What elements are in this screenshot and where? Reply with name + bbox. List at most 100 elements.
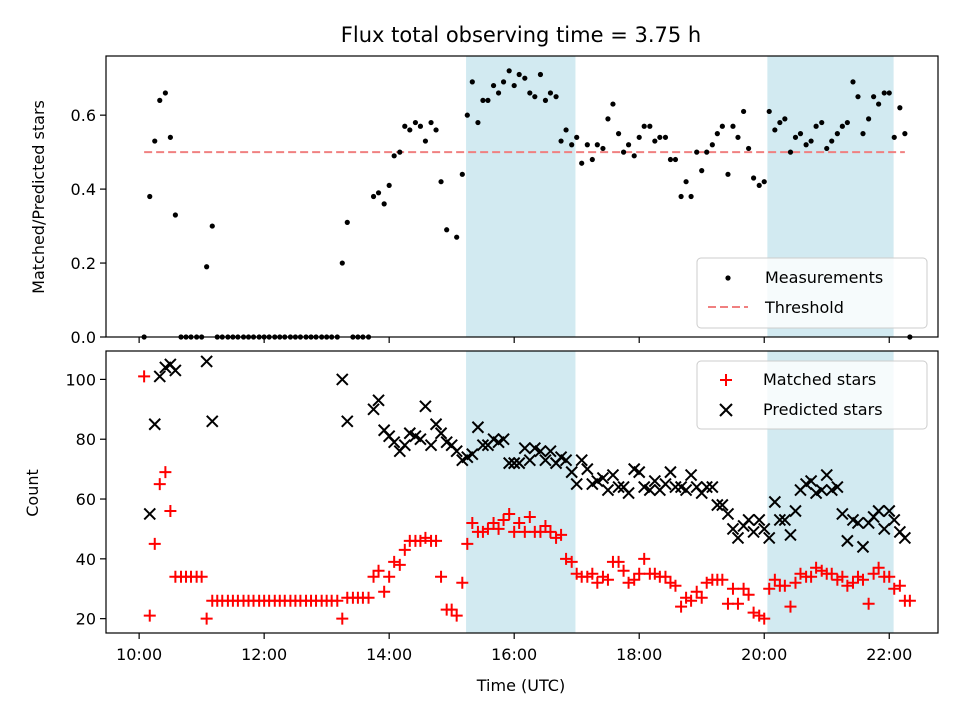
matched-point [825, 567, 838, 580]
measurement-point [469, 79, 475, 85]
matched-point [763, 582, 776, 595]
matched-point [841, 579, 854, 592]
matched-point [560, 552, 573, 565]
matched-point [888, 582, 901, 595]
predicted-point [601, 483, 615, 497]
bottom-y-tick-label: 60 [76, 490, 96, 509]
measurement-point [375, 190, 382, 196]
measurement-point [891, 134, 897, 140]
measurement-point [636, 134, 642, 140]
measurement-point [589, 156, 595, 163]
measurement-point [787, 149, 794, 155]
measurement-point [537, 71, 544, 78]
matched-point [466, 516, 479, 529]
matched-point [675, 600, 688, 613]
measurement-point [897, 105, 903, 111]
matched-point [153, 478, 166, 491]
predicted-point [815, 483, 828, 497]
top-x-ticks [138, 337, 890, 343]
predicted-point [387, 436, 401, 449]
measurement-point [204, 264, 210, 270]
matched-point [794, 567, 807, 580]
matched-point [893, 579, 906, 592]
measurement-point [370, 193, 377, 200]
matched-point [487, 516, 500, 529]
measurement-point [699, 168, 705, 174]
measurement-point [782, 116, 788, 122]
legend-threshold-label: Threshold [764, 298, 844, 317]
matched-point [617, 564, 630, 577]
bottom-x-axis-label: Time (UTC) [476, 676, 565, 695]
predicted-point [398, 438, 412, 452]
bottom-y-tick-label: 100 [65, 370, 96, 389]
bottom-y-axis-label: Count [23, 469, 42, 517]
matched-point [367, 570, 380, 583]
measurement-point [761, 179, 767, 185]
measurement-point [740, 108, 747, 115]
matched-point [550, 531, 563, 544]
predicted-point [507, 456, 521, 470]
predicted-point [747, 525, 760, 539]
predicted-point [643, 483, 657, 497]
measurement-point [563, 127, 569, 133]
predicted-point [336, 373, 349, 386]
predicted-point [570, 477, 583, 491]
matched-point [336, 612, 349, 625]
measurement-point [157, 97, 163, 103]
predicted-point [706, 480, 719, 494]
measurement-point [422, 138, 429, 144]
matched-point [903, 594, 916, 607]
measurement-point [152, 138, 158, 144]
measurement-point [147, 193, 153, 200]
bottom-y-tick-label: 20 [76, 610, 96, 629]
matched-point [331, 594, 344, 607]
bottom-x-tick-label: 14:00 [366, 645, 412, 664]
matched-point [586, 567, 599, 580]
matched-point [685, 594, 698, 607]
measurement-point [594, 142, 600, 148]
predicted-point [898, 531, 912, 545]
matched-point [164, 504, 177, 517]
matched-point [596, 570, 609, 583]
measurement-point [620, 149, 627, 155]
bottom-legend-box [696, 360, 928, 430]
predicted-point [497, 433, 510, 446]
matched-point [680, 591, 693, 604]
matched-point [544, 525, 557, 538]
predicted-point [648, 474, 662, 488]
measurement-point [750, 175, 757, 181]
predicted-point [831, 480, 844, 494]
bottom-y-axis: 20 40 60 80 100 [65, 370, 106, 629]
predicted-point [518, 441, 532, 455]
matched-point [831, 573, 844, 586]
measurement-point [417, 123, 424, 129]
measurement-point [495, 90, 502, 96]
predicted-series [143, 355, 912, 554]
matched-point [503, 507, 516, 520]
predicted-point [753, 513, 766, 527]
matched-point [435, 570, 448, 583]
legend-measurements-label: Measurements [765, 268, 883, 287]
predicted-point [523, 453, 537, 467]
measurement-point [756, 182, 762, 189]
matched-point [721, 597, 734, 610]
matched-point [450, 609, 463, 622]
predicted-point [559, 453, 573, 467]
predicted-point [512, 456, 526, 470]
matched-point [456, 576, 469, 589]
predicted-point [716, 498, 729, 512]
bottom-plot-frame [105, 350, 939, 634]
matched-point [492, 522, 505, 535]
predicted-point [664, 465, 677, 479]
matched-point [523, 510, 536, 523]
measurement-point [797, 131, 804, 137]
measurement-point [475, 119, 481, 126]
matched-point [867, 567, 880, 580]
bottom-x-tick-label: 12:00 [241, 645, 287, 664]
predicted-point [622, 486, 635, 500]
measurement-point [532, 94, 538, 100]
matched-point [570, 567, 583, 580]
measurement-point [694, 149, 700, 155]
measurement-point [819, 119, 825, 126]
measurement-point [444, 227, 450, 233]
